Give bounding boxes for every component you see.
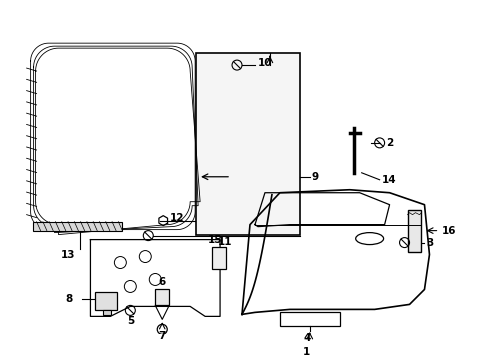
Text: 16: 16 (441, 226, 455, 235)
Bar (279, 312, 339, 327)
Text: 4: 4 (303, 333, 310, 343)
Text: 3: 3 (426, 238, 433, 248)
Text: 1: 1 (303, 347, 310, 357)
Bar (407, 210, 421, 252)
Text: 9: 9 (311, 172, 318, 182)
Text: 12: 12 (170, 213, 184, 222)
Bar (103, 310, 111, 315)
Circle shape (157, 324, 167, 334)
Text: 5: 5 (126, 316, 134, 327)
Text: 14: 14 (381, 175, 395, 185)
Bar (212, 247, 225, 269)
Text: 6: 6 (158, 278, 165, 288)
Text: 15: 15 (207, 235, 222, 244)
Bar (155, 289, 169, 305)
Bar (196, 53, 299, 235)
Text: 10: 10 (258, 58, 272, 68)
Text: 13: 13 (61, 249, 76, 260)
Text: 7: 7 (158, 331, 165, 341)
Bar (95, 292, 117, 310)
Text: 2: 2 (386, 138, 393, 148)
Text: 11: 11 (218, 237, 232, 247)
Text: 8: 8 (65, 294, 72, 305)
Bar (33, 222, 122, 231)
